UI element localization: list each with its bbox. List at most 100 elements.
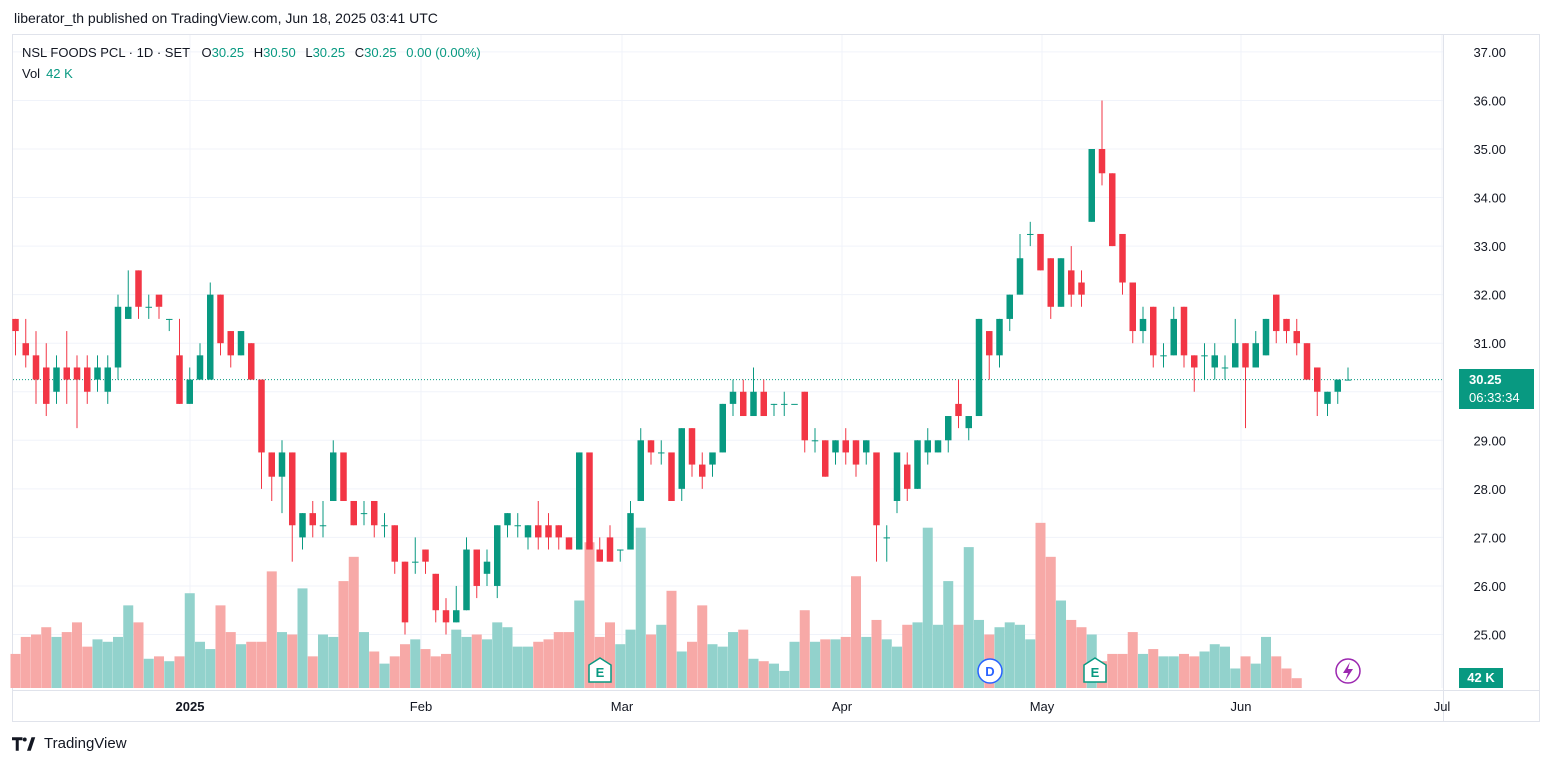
volume-bar <box>758 661 769 688</box>
volume-bar <box>359 632 369 688</box>
volume-bar <box>482 639 492 688</box>
candle-body <box>627 513 634 550</box>
volume-bar <box>974 619 984 688</box>
high-label: H <box>253 45 264 60</box>
volume-bars <box>10 522 1302 688</box>
volume-bar <box>451 629 462 688</box>
volume-bar <box>338 581 349 688</box>
candle-body <box>1303 343 1311 380</box>
candle-body <box>227 331 234 356</box>
price-tick-label: 28.00 <box>1473 482 1506 497</box>
volume-bar <box>1179 653 1189 688</box>
volume-bar <box>92 639 103 688</box>
candle-body <box>207 294 214 380</box>
volume-bar <box>1117 653 1128 688</box>
volume-bar <box>379 663 390 688</box>
volume-bar <box>369 651 380 688</box>
candle-body <box>125 306 132 319</box>
volume-bar <box>615 644 626 688</box>
volume-bar <box>1035 522 1046 688</box>
candle-body <box>196 355 204 380</box>
candle-body <box>350 500 357 526</box>
bar-countdown: 06:33:34 <box>1469 390 1520 405</box>
volume-bar <box>328 636 339 688</box>
dividend-event-marker: D <box>977 658 1003 684</box>
volume-bar <box>266 571 277 688</box>
candle-body <box>688 428 696 465</box>
candle-body <box>1098 149 1106 174</box>
candle-body <box>1129 282 1136 332</box>
volume-bar <box>533 641 544 688</box>
candle-body <box>852 440 860 465</box>
volume-bar <box>236 644 246 688</box>
time-axis: 2025 Feb Mar Apr May Jun Jul <box>176 699 1451 714</box>
chart-frame <box>12 34 1540 722</box>
time-tick-label: 2025 <box>176 699 205 714</box>
volume-bar <box>41 627 52 688</box>
time-tick-label: Feb <box>410 699 432 714</box>
candle-body <box>863 440 870 453</box>
volume-bar <box>564 632 574 688</box>
volume-bar <box>584 542 595 688</box>
volume-bar <box>1209 644 1220 688</box>
volume-bar <box>154 656 164 688</box>
candle-body <box>319 525 327 527</box>
candle-body <box>576 452 583 550</box>
candle-body <box>811 440 819 442</box>
volume-bar <box>1138 653 1148 688</box>
volume-bar <box>1107 653 1118 688</box>
candle-body <box>43 367 50 404</box>
volume-bar <box>133 622 144 688</box>
candle-body <box>248 343 255 380</box>
earnings-event-marker: E <box>588 657 612 683</box>
last-price: 30.25 <box>1469 372 1502 387</box>
volume-bar <box>123 605 134 688</box>
tradingview-footer[interactable]: TradingView <box>12 735 127 752</box>
volume-bar <box>861 636 872 688</box>
candle-body <box>975 318 983 417</box>
price-tick-label: 27.00 <box>1473 530 1506 545</box>
candle-body <box>268 452 275 477</box>
candle-body <box>924 440 931 453</box>
candle-body <box>463 549 470 611</box>
volume-bar <box>256 641 267 688</box>
earnings-badge-icon <box>588 657 612 683</box>
time-tick-label: May <box>1030 699 1055 714</box>
volume-bar <box>225 632 236 688</box>
candle-body <box>801 391 808 441</box>
volume-bar <box>707 644 718 688</box>
candle-body <box>945 416 952 441</box>
candle-body <box>1242 343 1249 368</box>
candle-body <box>73 367 81 380</box>
volume-bar <box>830 639 841 688</box>
volume-bar <box>646 634 656 688</box>
candle-body <box>699 464 706 477</box>
candle-body <box>494 525 501 586</box>
candle-body <box>637 440 644 501</box>
candle-body <box>719 403 726 453</box>
volume-bar <box>10 653 21 688</box>
volume-bar <box>441 653 451 688</box>
price-tick-label: 31.00 <box>1473 336 1506 351</box>
candle-body <box>606 537 614 562</box>
volume-bar <box>892 646 902 688</box>
price-tick-label: 33.00 <box>1473 239 1506 254</box>
candle-body <box>1232 343 1239 368</box>
candle-body <box>647 440 655 453</box>
time-tick-label: Mar <box>611 699 634 714</box>
change-value: 0.00 (0.00%) <box>406 45 481 60</box>
candle-body <box>1191 355 1198 368</box>
price-axis: 25.0026.0027.0028.0029.0030.0031.0032.00… <box>1473 45 1506 643</box>
candle-body <box>709 452 716 465</box>
candle-body <box>934 440 942 453</box>
price-tick-label: 25.00 <box>1473 628 1506 643</box>
candle-body <box>514 525 521 527</box>
candle-body <box>760 391 767 417</box>
tradingview-logo-icon <box>12 736 36 751</box>
volume-bar <box>1189 656 1200 688</box>
candle-body <box>729 391 737 404</box>
volume-bar <box>1261 636 1271 688</box>
candle-body <box>1262 318 1270 356</box>
